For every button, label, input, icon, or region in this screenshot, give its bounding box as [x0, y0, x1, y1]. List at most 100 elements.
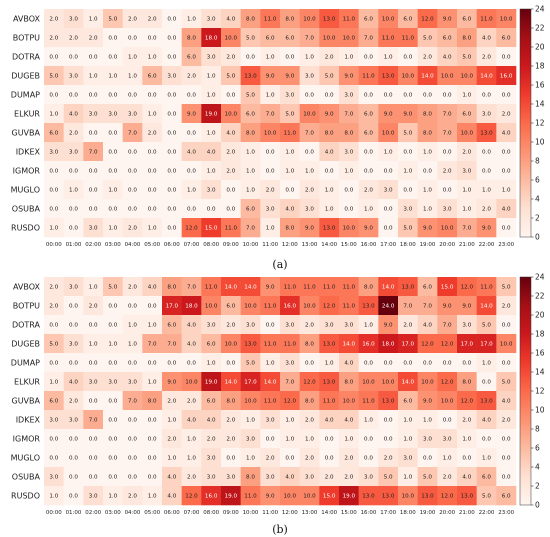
heatmap-cell — [221, 410, 241, 430]
heatmap-cell — [280, 180, 300, 200]
cell-value-label: 4.0 — [187, 418, 196, 424]
cell-value-label: 8.0 — [285, 226, 294, 232]
cell-value-label: 10.0 — [225, 342, 238, 348]
x-tick-label: 07:00 — [184, 510, 200, 516]
heatmap-cell — [122, 66, 143, 86]
cell-value-label: 0.0 — [285, 188, 294, 194]
heatmap-cell — [378, 199, 399, 219]
cell-value-label: 4.0 — [187, 342, 196, 348]
heatmap-cell — [142, 467, 163, 487]
cell-value-label: 1.0 — [108, 74, 117, 80]
heatmap-cell — [496, 353, 517, 373]
cell-value-label: 2.0 — [364, 188, 373, 194]
cell-value-label: 14.0 — [343, 342, 356, 348]
cell-value-label: 6.0 — [502, 36, 511, 42]
y-tick-label: MUGLO — [11, 186, 40, 195]
cell-value-label: 8.0 — [344, 380, 353, 386]
cell-value-label: 2.0 — [305, 323, 314, 329]
cell-value-label: 3.0 — [325, 323, 334, 329]
heatmap-cell — [44, 353, 64, 373]
y-tick-label: IGMOR — [13, 167, 41, 176]
heatmap-cell — [378, 372, 399, 392]
heatmap-cell — [162, 391, 182, 411]
heatmap-cell — [142, 486, 163, 506]
cell-value-label: 3.0 — [69, 342, 78, 348]
cell-value-label: 0.0 — [226, 188, 235, 194]
heatmap-cell — [476, 142, 497, 162]
cell-value-label: 3.0 — [266, 475, 275, 481]
cell-value-label: 4.0 — [344, 418, 353, 424]
heatmap-cell — [44, 391, 64, 411]
heatmap-cell — [181, 85, 202, 105]
heatmap-cell — [240, 410, 261, 430]
heatmap-cell — [122, 142, 143, 162]
heatmap-cell — [201, 199, 222, 219]
cell-value-label: 0.0 — [502, 323, 511, 329]
heatmap-cell — [142, 429, 163, 449]
heatmap-cell — [378, 296, 399, 316]
y-tick-label: DUMAP — [11, 359, 40, 368]
cell-value-label: 0.0 — [108, 304, 117, 310]
heatmap-cell — [280, 161, 300, 181]
cell-value-label: 0.0 — [108, 456, 117, 462]
heatmap-cell — [319, 353, 340, 373]
heatmap-cell — [201, 104, 222, 124]
heatmap-cell — [162, 123, 182, 143]
cell-value-label: 0.0 — [148, 188, 157, 194]
colorbar-tick-label: 2 — [535, 482, 540, 491]
heatmap-cell — [299, 85, 320, 105]
cell-value-label: 4.0 — [482, 36, 491, 42]
cell-value-label: 0.0 — [285, 55, 294, 61]
heatmap-cell — [378, 486, 399, 506]
heatmap-cell — [44, 104, 64, 124]
colorbar-tick-label: 22 — [535, 292, 545, 301]
cell-value-label: 0.0 — [108, 361, 117, 367]
heatmap-cell — [280, 142, 300, 162]
heatmap-cell — [280, 9, 300, 29]
heatmap-cell — [417, 9, 438, 29]
colorbar-tick-label: 18 — [535, 330, 545, 339]
heatmap-cell — [201, 142, 222, 162]
heatmap-cell — [339, 296, 359, 316]
heatmap-cell — [221, 199, 241, 219]
panel-caption: (a) — [272, 258, 287, 271]
heatmap-cell — [142, 199, 163, 219]
cell-value-label: 4.0 — [462, 475, 471, 481]
heatmap-cell — [457, 85, 477, 105]
cell-value-label: 0.0 — [364, 456, 373, 462]
heatmap-cell — [122, 410, 143, 430]
heatmap-cell — [240, 28, 261, 48]
heatmap-cell — [358, 142, 379, 162]
cell-value-label: 1.0 — [89, 74, 98, 80]
cell-value-label: 7.0 — [443, 112, 452, 118]
cell-value-label: 1.0 — [423, 188, 432, 194]
heatmap-cell — [299, 372, 320, 392]
cell-value-label: 0.0 — [266, 437, 275, 443]
cell-value-label: 1.0 — [403, 169, 412, 175]
heatmap-cell — [240, 486, 261, 506]
x-tick-label: 06:00 — [164, 510, 180, 516]
cell-value-label: 10.0 — [382, 380, 395, 386]
heatmap-cell — [83, 353, 104, 373]
heatmap-cell — [398, 9, 418, 29]
heatmap-cell — [457, 467, 477, 487]
cell-value-label: 2.0 — [305, 188, 314, 194]
cell-value-label: 14.0 — [225, 285, 238, 291]
cell-value-label: 6.0 — [187, 55, 196, 61]
heatmap-cell — [457, 47, 477, 67]
heatmap-cell — [142, 47, 163, 67]
heatmap-cell — [437, 66, 458, 86]
cell-value-label: 0.0 — [89, 131, 98, 137]
heatmap-cell — [339, 467, 359, 487]
heatmap-cell — [280, 296, 300, 316]
cell-value-label: 1.0 — [187, 17, 196, 23]
cell-value-label: 13.0 — [362, 304, 375, 310]
cell-value-label: 0.0 — [443, 361, 452, 367]
cell-value-label: 0.0 — [462, 456, 471, 462]
x-tick-label: 22:00 — [479, 510, 495, 516]
heatmap-cell — [103, 334, 123, 354]
cell-value-label: 0.0 — [423, 93, 432, 99]
cell-value-label: 19.0 — [205, 380, 218, 386]
heatmap-cell — [280, 353, 300, 373]
heatmap-cell — [181, 296, 202, 316]
